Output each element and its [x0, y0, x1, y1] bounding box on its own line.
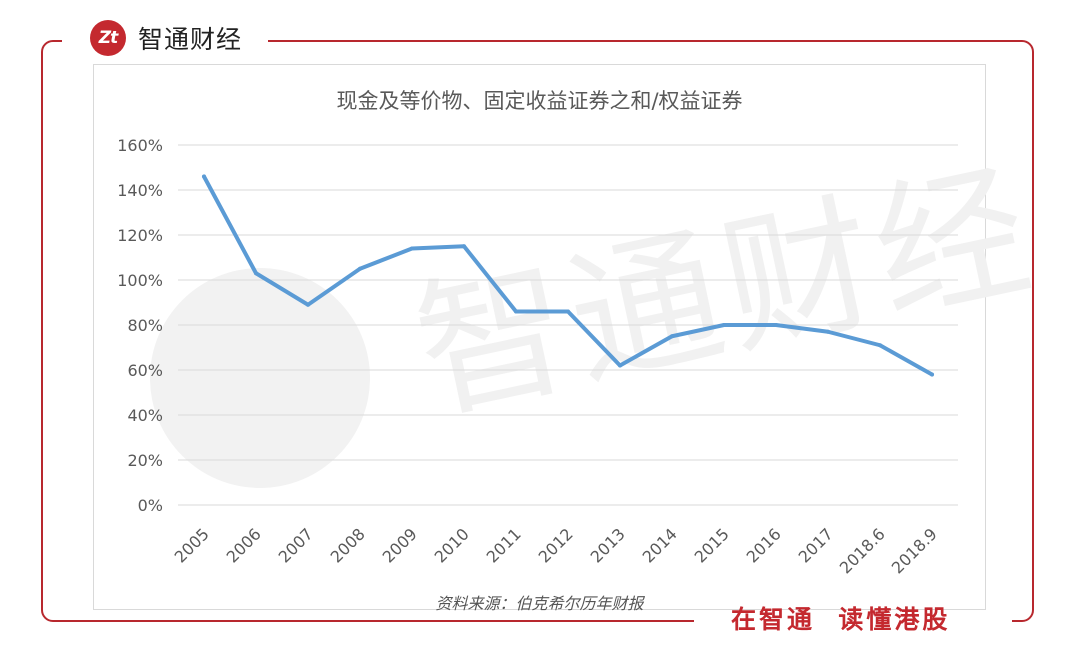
data-point: [670, 334, 674, 339]
data-point: [514, 309, 518, 314]
x-tick-label: 2018.9: [888, 524, 941, 577]
brand-logo-icon: Zt: [90, 20, 126, 56]
x-tick-label: 2012: [535, 524, 577, 566]
x-tick-label: 2009: [379, 524, 421, 566]
x-tick-label: 2005: [171, 524, 213, 566]
x-tick-label: 2014: [639, 524, 681, 566]
x-tick-label: 2013: [587, 524, 629, 566]
chart-title: 现金及等价物、固定收益证券之和/权益证券: [336, 89, 743, 113]
data-point: [826, 329, 830, 334]
data-point: [462, 244, 466, 249]
brand-name: 智通财经: [138, 25, 243, 54]
series-line: [202, 174, 934, 377]
x-tick-label: 2015: [691, 524, 733, 566]
data-point: [254, 271, 258, 276]
page-frame: [41, 40, 1034, 622]
data-point: [930, 372, 934, 377]
data-point: [202, 174, 206, 179]
y-tick-label: 40%: [127, 406, 163, 425]
data-point: [410, 246, 414, 251]
data-point: [618, 363, 622, 368]
x-tick-label: 2010: [431, 524, 473, 566]
source-note: 资料来源：伯克希尔历年财报: [435, 594, 644, 613]
x-tick-label: 2016: [743, 524, 785, 566]
data-point: [878, 343, 882, 348]
y-tick-label: 120%: [117, 226, 163, 245]
y-tick-label: 0%: [138, 496, 163, 515]
x-tick-label: 2011: [483, 524, 525, 566]
y-tick-label: 60%: [127, 361, 163, 380]
data-point: [722, 323, 726, 327]
x-tick-label: 2018.6: [836, 524, 889, 577]
data-point: [358, 266, 362, 271]
data-point: [774, 323, 778, 327]
x-tick-label: 2008: [327, 524, 369, 566]
x-tick-label: 2006: [223, 524, 265, 566]
y-tick-label: 140%: [117, 181, 163, 200]
y-tick-label: 160%: [117, 136, 163, 155]
y-tick-label: 20%: [127, 451, 163, 470]
y-tick-label: 100%: [117, 271, 163, 290]
y-tick-label: 80%: [127, 316, 163, 335]
x-tick-label: 2017: [795, 524, 837, 566]
data-point: [306, 302, 310, 307]
data-point: [566, 309, 570, 314]
watermark-logo-icon: [150, 268, 370, 488]
x-tick-label: 2007: [275, 524, 317, 566]
brand-logo: Zt 智通财经: [90, 16, 242, 60]
brand-slogan: 在智通 读懂港股: [731, 605, 951, 634]
